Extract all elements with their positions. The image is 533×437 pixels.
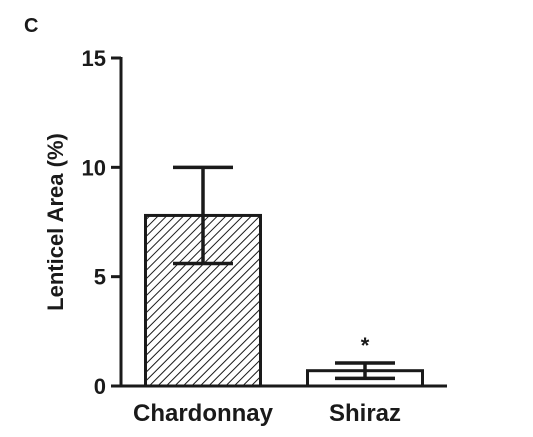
error-bars: * [173,165,395,381]
y-tick-label: 0 [94,374,106,399]
y-tick-label: 5 [94,265,106,290]
y-axis: 0 5 10 15 [82,46,123,399]
x-tick-label: Chardonnay [133,400,274,427]
y-tick-label: 15 [82,46,106,71]
bars [144,213,424,388]
y-tick-label: 10 [82,155,106,180]
x-tick-label: Shiraz [329,400,401,427]
significance-marker: * [361,333,370,358]
category-labels: Chardonnay Shiraz [133,400,401,427]
panel-label: C [24,15,38,37]
y-axis-label: Lenticel Area (%) [43,133,68,311]
